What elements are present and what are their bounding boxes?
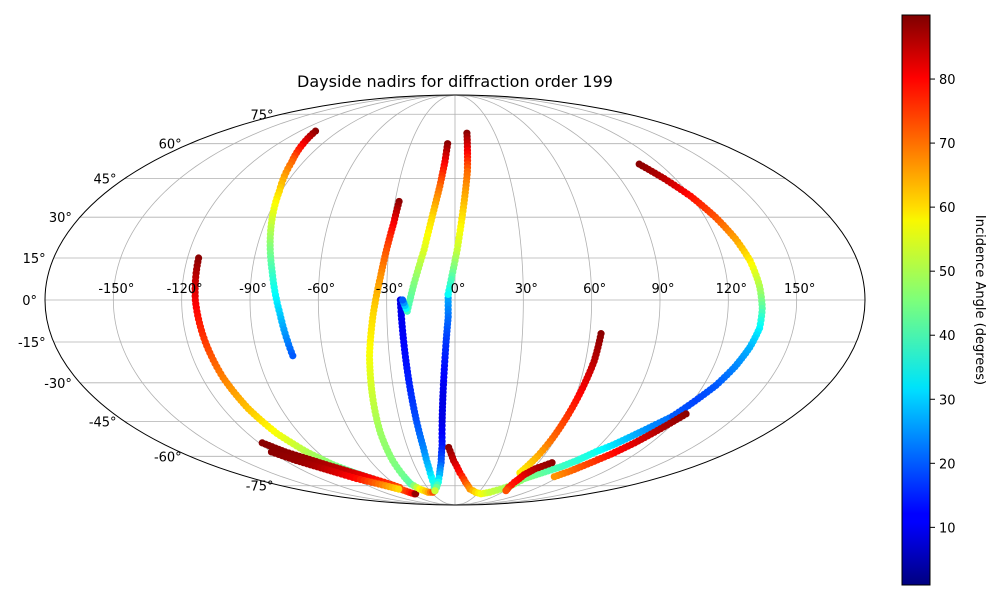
data-point <box>399 296 407 304</box>
longitude-tick-label: 150° <box>784 282 815 297</box>
longitude-tick-label: 30° <box>515 282 538 297</box>
data-point <box>289 352 297 360</box>
longitude-gridline <box>454 95 729 505</box>
latitude-tick-label: 30° <box>49 211 72 226</box>
longitude-tick-label: -90° <box>239 282 267 297</box>
data-points <box>191 127 766 498</box>
latitude-tick-labels: 75° 60° 45° 30° 15° 0° -15° -30° -45° -60° -75° <box>18 108 274 494</box>
longitude-gridline <box>454 95 798 505</box>
colorbar-tick-label: 50 <box>939 265 956 280</box>
longitude-tick-label: -30° <box>376 282 404 297</box>
colorbar-ticks: 10 20 30 40 50 60 70 80 <box>930 73 956 536</box>
longitude-tick-labels: -150° -120° -90° -60° -30° 0° 30° 60° 90° 120° 150… <box>98 282 815 297</box>
map-outline <box>44 94 866 506</box>
colorbar: 10 20 30 40 50 60 70 80 Incidence Angle (degree… <box>901 14 987 586</box>
latitude-tick-label: 75° <box>250 108 273 123</box>
longitude-tick-label: 120° <box>716 282 747 297</box>
data-point <box>431 487 439 495</box>
colorbar-tick-label: 60 <box>939 201 956 216</box>
colorbar-tick-label: 10 <box>939 521 956 536</box>
longitude-tick-label: 90° <box>651 282 674 297</box>
latitude-tick-label: -15° <box>18 336 46 351</box>
latitude-tick-label: 0° <box>22 294 37 309</box>
latitude-tick-label: -30° <box>44 377 72 392</box>
latitude-tick-label: -60° <box>154 450 182 465</box>
longitude-gridline <box>317 95 456 505</box>
colorbar-tick-label: 70 <box>939 137 956 152</box>
longitude-tick-label: -150° <box>98 282 134 297</box>
latitude-tick-label: 15° <box>23 252 46 267</box>
colorbar-gradient <box>901 14 931 586</box>
longitude-tick-label: -120° <box>167 282 203 297</box>
data-point <box>444 290 452 298</box>
longitude-tick-label: 60° <box>583 282 606 297</box>
longitude-gridline <box>386 95 456 505</box>
longitude-gridline <box>454 95 524 505</box>
longitude-gridline <box>112 95 456 505</box>
latitude-tick-label: 45° <box>94 173 117 188</box>
data-point <box>395 485 403 493</box>
longitude-gridline <box>454 95 593 505</box>
data-point <box>550 473 558 481</box>
colorbar-tick-label: 40 <box>939 329 956 344</box>
longitude-tick-label: 0° <box>451 282 466 297</box>
colorbar-label: Incidence Angle (degrees) <box>972 215 987 385</box>
latitude-tick-label: -75° <box>246 480 274 495</box>
longitude-tick-label: -60° <box>307 282 335 297</box>
data-point <box>412 490 420 498</box>
colorbar-tick-label: 30 <box>939 393 956 408</box>
colorbar-tick-label: 20 <box>939 457 956 472</box>
latitude-tick-label: -45° <box>89 415 117 430</box>
chart-title: Dayside nadirs for diffraction order 199 <box>297 72 613 91</box>
colorbar-tick-label: 80 <box>939 73 956 88</box>
latitude-tick-label: 60° <box>159 138 182 153</box>
mollweide-map: -150° -120° -90° -60° -30° 0° 30° 60° 90° 120° 150… <box>18 94 866 506</box>
data-point <box>502 487 510 495</box>
